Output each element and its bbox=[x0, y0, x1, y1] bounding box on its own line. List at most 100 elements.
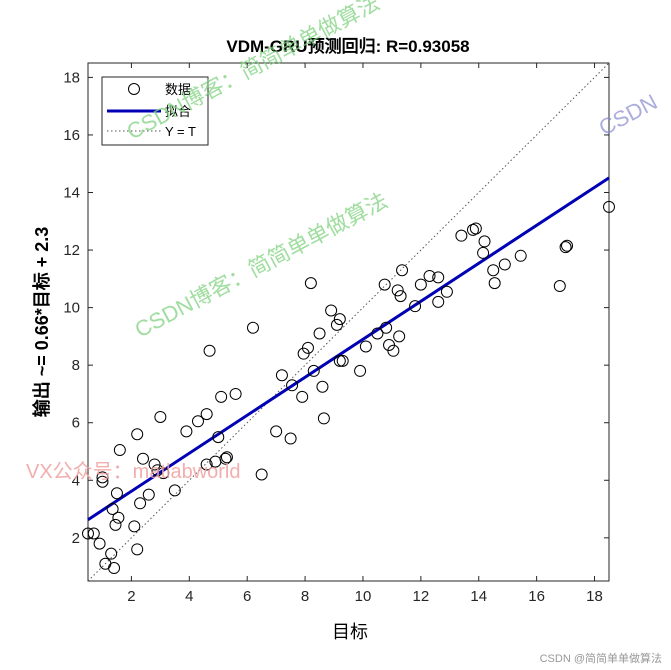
data-points bbox=[82, 200, 615, 575]
data-point bbox=[246, 321, 259, 334]
data-point bbox=[514, 249, 527, 262]
data-point bbox=[191, 415, 204, 428]
data-point bbox=[304, 277, 317, 290]
identity-line bbox=[87, 62, 610, 582]
data-point bbox=[128, 520, 141, 533]
data-point bbox=[396, 264, 409, 277]
data-point bbox=[286, 379, 299, 392]
x-tick-label: 12 bbox=[413, 588, 430, 605]
data-point bbox=[136, 452, 149, 465]
data-point bbox=[432, 295, 445, 308]
data-point bbox=[333, 354, 346, 367]
data-point bbox=[110, 487, 123, 500]
chart-title: VDM-GRU预测回归: R=0.93058 bbox=[226, 36, 469, 56]
data-point bbox=[131, 543, 144, 556]
data-point bbox=[112, 511, 125, 524]
data-point bbox=[134, 497, 147, 510]
data-point bbox=[212, 431, 225, 444]
data-point bbox=[275, 369, 288, 382]
data-point bbox=[432, 271, 445, 284]
data-point bbox=[215, 390, 228, 403]
data-point bbox=[333, 313, 346, 326]
data-point bbox=[142, 488, 155, 501]
data-point bbox=[553, 280, 566, 293]
data-point bbox=[380, 321, 393, 334]
data-point bbox=[96, 475, 109, 488]
x-tick-label: 10 bbox=[355, 588, 372, 605]
data-point bbox=[106, 503, 119, 516]
data-point bbox=[317, 412, 330, 425]
data-point bbox=[313, 327, 326, 340]
data-point bbox=[219, 452, 232, 465]
data-point bbox=[371, 327, 384, 340]
data-point bbox=[200, 458, 213, 471]
data-point bbox=[561, 239, 574, 252]
data-point bbox=[93, 537, 106, 550]
data-point bbox=[168, 484, 181, 497]
x-tick-label: 4 bbox=[185, 588, 193, 605]
x-axis-label: 目标 bbox=[332, 622, 368, 642]
x-tick-label: 6 bbox=[243, 588, 251, 605]
data-point bbox=[387, 344, 400, 357]
data-point bbox=[105, 547, 118, 560]
data-point bbox=[203, 344, 216, 357]
data-point bbox=[307, 364, 320, 377]
data-point bbox=[157, 467, 170, 480]
data-point bbox=[154, 410, 167, 423]
data-point bbox=[220, 451, 233, 464]
data-point bbox=[87, 527, 100, 540]
data-point bbox=[109, 518, 122, 531]
x-axis-ticks: 2 4 6 8 10 12 14 16 18 bbox=[127, 63, 603, 605]
footer-credit: CSDN @简简单单做算法 bbox=[540, 651, 662, 665]
data-point bbox=[301, 341, 314, 354]
data-point bbox=[180, 425, 193, 438]
y-tick-label: 2 bbox=[72, 530, 80, 547]
data-point bbox=[477, 246, 490, 259]
watermark-vx: VX公众号：matlabworld bbox=[26, 460, 241, 483]
identity-line-layer bbox=[87, 62, 610, 582]
data-point bbox=[414, 278, 427, 291]
y-axis-ticks: 2 4 6 8 10 12 14 16 18 bbox=[63, 69, 609, 547]
y-tick-label: 18 bbox=[63, 69, 80, 86]
data-point bbox=[108, 562, 121, 575]
y-tick-label: 12 bbox=[63, 242, 80, 259]
data-point bbox=[469, 222, 482, 235]
data-point bbox=[409, 300, 422, 313]
data-point bbox=[96, 471, 109, 484]
data-point bbox=[455, 229, 468, 242]
data-point bbox=[603, 200, 615, 213]
y-tick-label: 6 bbox=[72, 415, 80, 432]
data-point bbox=[391, 284, 404, 297]
data-point bbox=[466, 223, 479, 236]
data-point bbox=[498, 258, 511, 271]
data-point bbox=[559, 241, 572, 254]
data-point bbox=[354, 364, 367, 377]
legend-label-fit: 拟合 bbox=[165, 104, 191, 119]
data-point bbox=[148, 458, 161, 471]
data-point bbox=[440, 285, 453, 298]
data-point bbox=[336, 354, 349, 367]
x-tick-label: 16 bbox=[528, 588, 545, 605]
legend-label-identity: Y = T bbox=[165, 124, 196, 139]
y-axis-label: 输出 ~= 0.66*目标 + 2.3 bbox=[31, 227, 52, 418]
data-point bbox=[423, 269, 436, 282]
data-point bbox=[330, 318, 343, 331]
data-point bbox=[200, 408, 213, 421]
fit-line-layer bbox=[87, 176, 610, 521]
data-point bbox=[325, 304, 338, 317]
x-tick-label: 8 bbox=[301, 588, 309, 605]
data-point bbox=[478, 235, 491, 248]
data-point bbox=[359, 340, 372, 353]
legend-marker-data bbox=[128, 83, 140, 95]
data-point bbox=[393, 330, 406, 343]
data-point bbox=[296, 390, 309, 403]
legend-label-data: 数据 bbox=[165, 82, 191, 97]
y-tick-label: 4 bbox=[72, 472, 80, 489]
data-point bbox=[316, 380, 329, 393]
legend: 数据 拟合 Y = T bbox=[101, 76, 209, 146]
data-point bbox=[229, 387, 242, 400]
data-point bbox=[488, 277, 501, 290]
y-tick-label: 14 bbox=[63, 185, 80, 202]
y-tick-label: 8 bbox=[72, 357, 80, 374]
